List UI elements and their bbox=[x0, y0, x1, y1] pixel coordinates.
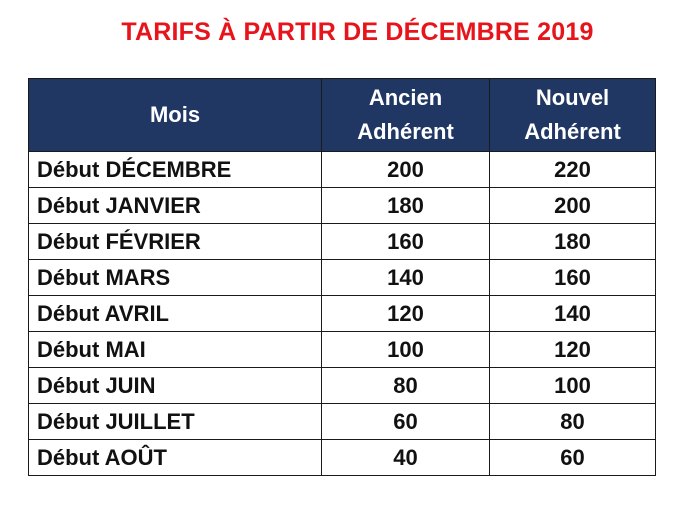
ancien-price-cell: 120 bbox=[321, 295, 490, 332]
header-line: Adhérent bbox=[524, 119, 621, 144]
table-row: Début MARS 140 160 bbox=[28, 259, 656, 296]
tariff-table: Mois Ancien Adhérent Nouvel Adhérent Déb… bbox=[28, 78, 656, 476]
month-cell: Début JUILLET bbox=[28, 403, 322, 440]
month-cell: Début FÉVRIER bbox=[28, 223, 322, 260]
nouvel-price-cell: 200 bbox=[489, 187, 656, 224]
table-row: Début AVRIL 120 140 bbox=[28, 295, 656, 332]
table-row: Début MAI 100 120 bbox=[28, 331, 656, 368]
page-title: TARIFS À PARTIR DE DÉCEMBRE 2019 bbox=[121, 18, 594, 46]
ancien-price-cell: 140 bbox=[321, 259, 490, 296]
month-cell: Début JANVIER bbox=[28, 187, 322, 224]
ancien-price-cell: 160 bbox=[321, 223, 490, 260]
column-header-ancien-adherent: Ancien Adhérent bbox=[321, 78, 490, 152]
nouvel-price-cell: 100 bbox=[489, 367, 656, 404]
table-header-row: Mois Ancien Adhérent Nouvel Adhérent bbox=[28, 78, 656, 152]
month-cell: Début DÉCEMBRE bbox=[28, 151, 322, 188]
nouvel-price-cell: 220 bbox=[489, 151, 656, 188]
column-header-nouvel-adherent: Nouvel Adhérent bbox=[489, 78, 656, 152]
header-line: Ancien bbox=[368, 85, 443, 110]
header-line: Adhérent bbox=[357, 119, 454, 144]
table-row: Début AOÛT 40 60 bbox=[28, 439, 656, 476]
table-row: Début JUILLET 60 80 bbox=[28, 403, 656, 440]
nouvel-price-cell: 160 bbox=[489, 259, 656, 296]
nouvel-price-cell: 120 bbox=[489, 331, 656, 368]
nouvel-price-cell: 80 bbox=[489, 403, 656, 440]
table-row: Début JANVIER 180 200 bbox=[28, 187, 656, 224]
ancien-price-cell: 60 bbox=[321, 403, 490, 440]
ancien-price-cell: 40 bbox=[321, 439, 490, 476]
month-cell: Début JUIN bbox=[28, 367, 322, 404]
month-cell: Début MAI bbox=[28, 331, 322, 368]
month-cell: Début AOÛT bbox=[28, 439, 322, 476]
header-line: Nouvel bbox=[535, 85, 610, 110]
month-cell: Début AVRIL bbox=[28, 295, 322, 332]
table-row: Début JUIN 80 100 bbox=[28, 367, 656, 404]
nouvel-price-cell: 140 bbox=[489, 295, 656, 332]
column-header-mois: Mois bbox=[28, 78, 322, 152]
ancien-price-cell: 200 bbox=[321, 151, 490, 188]
nouvel-price-cell: 60 bbox=[489, 439, 656, 476]
ancien-price-cell: 100 bbox=[321, 331, 490, 368]
nouvel-price-cell: 180 bbox=[489, 223, 656, 260]
table-row: Début DÉCEMBRE 200 220 bbox=[28, 151, 656, 188]
ancien-price-cell: 180 bbox=[321, 187, 490, 224]
month-cell: Début MARS bbox=[28, 259, 322, 296]
ancien-price-cell: 80 bbox=[321, 367, 490, 404]
table-row: Début FÉVRIER 160 180 bbox=[28, 223, 656, 260]
